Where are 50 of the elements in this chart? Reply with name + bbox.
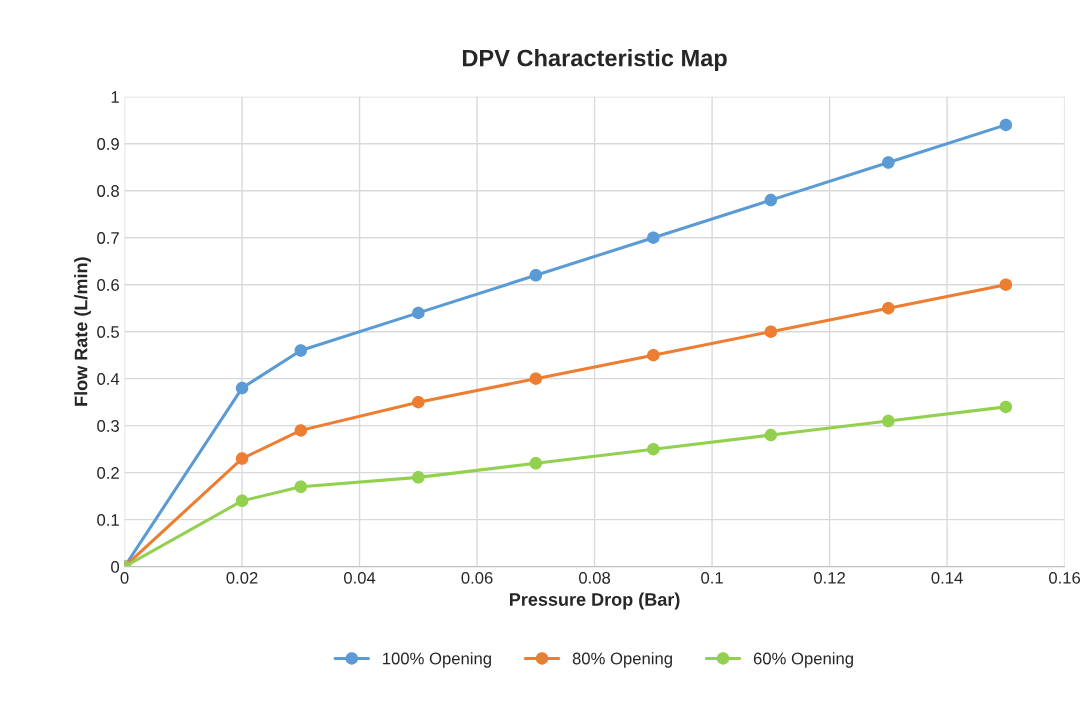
x-tick-label: 0.16 xyxy=(1049,571,1081,584)
y-tick-label: 0.1 xyxy=(97,514,119,526)
point xyxy=(647,348,660,362)
point xyxy=(647,442,660,456)
point xyxy=(235,381,249,395)
point xyxy=(294,424,308,437)
point xyxy=(764,193,778,207)
point xyxy=(647,231,660,244)
x-tick-label: 0.02 xyxy=(226,571,258,584)
x-tick-label: 0.04 xyxy=(343,571,376,584)
y-tick-label: 0.4 xyxy=(97,373,120,385)
point xyxy=(764,428,778,442)
y-tick-label: 0.2 xyxy=(97,467,119,479)
y-tick-label: 0.5 xyxy=(97,326,119,338)
point xyxy=(882,301,895,315)
point xyxy=(529,457,543,470)
point xyxy=(412,395,425,409)
point xyxy=(882,156,895,169)
y-tick-label: 1 xyxy=(111,91,119,103)
y-tick-label: 0.9 xyxy=(97,138,119,150)
point xyxy=(999,118,1013,132)
y-tick-label: 0.8 xyxy=(97,185,119,197)
x-tick-label: 0.08 xyxy=(579,571,611,584)
legend-label: 80% Opening xyxy=(572,652,672,668)
point xyxy=(999,278,1013,291)
point xyxy=(235,494,249,508)
x-axis-title: Pressure Drop (Bar) xyxy=(509,592,680,610)
point xyxy=(999,400,1013,414)
y-tick-label: 0.7 xyxy=(97,232,119,244)
point xyxy=(764,325,778,338)
y-tick-label: 0.6 xyxy=(97,279,119,291)
x-tick-label: 0.14 xyxy=(931,571,963,584)
point xyxy=(294,480,308,494)
point xyxy=(529,372,543,385)
chart-title: DPV Characteristic Map xyxy=(462,49,727,72)
y-tick-label: 0 xyxy=(111,561,120,573)
point xyxy=(882,414,895,428)
point xyxy=(529,269,543,282)
point xyxy=(412,306,425,320)
x-tick-label: 0.1 xyxy=(701,571,723,584)
x-tick-label: 0 xyxy=(120,571,129,584)
x-tick-label: 0.06 xyxy=(461,571,493,584)
point xyxy=(294,344,308,357)
legend-label: 60% Opening xyxy=(753,652,853,668)
x-tick-label: 0.12 xyxy=(814,571,845,584)
y-tick-label: 0.3 xyxy=(97,420,119,432)
legend-label: 100% Opening xyxy=(383,652,491,668)
y-axis-title: Flow Rate (L/min) xyxy=(74,257,91,406)
point xyxy=(412,471,425,484)
point xyxy=(235,452,249,465)
